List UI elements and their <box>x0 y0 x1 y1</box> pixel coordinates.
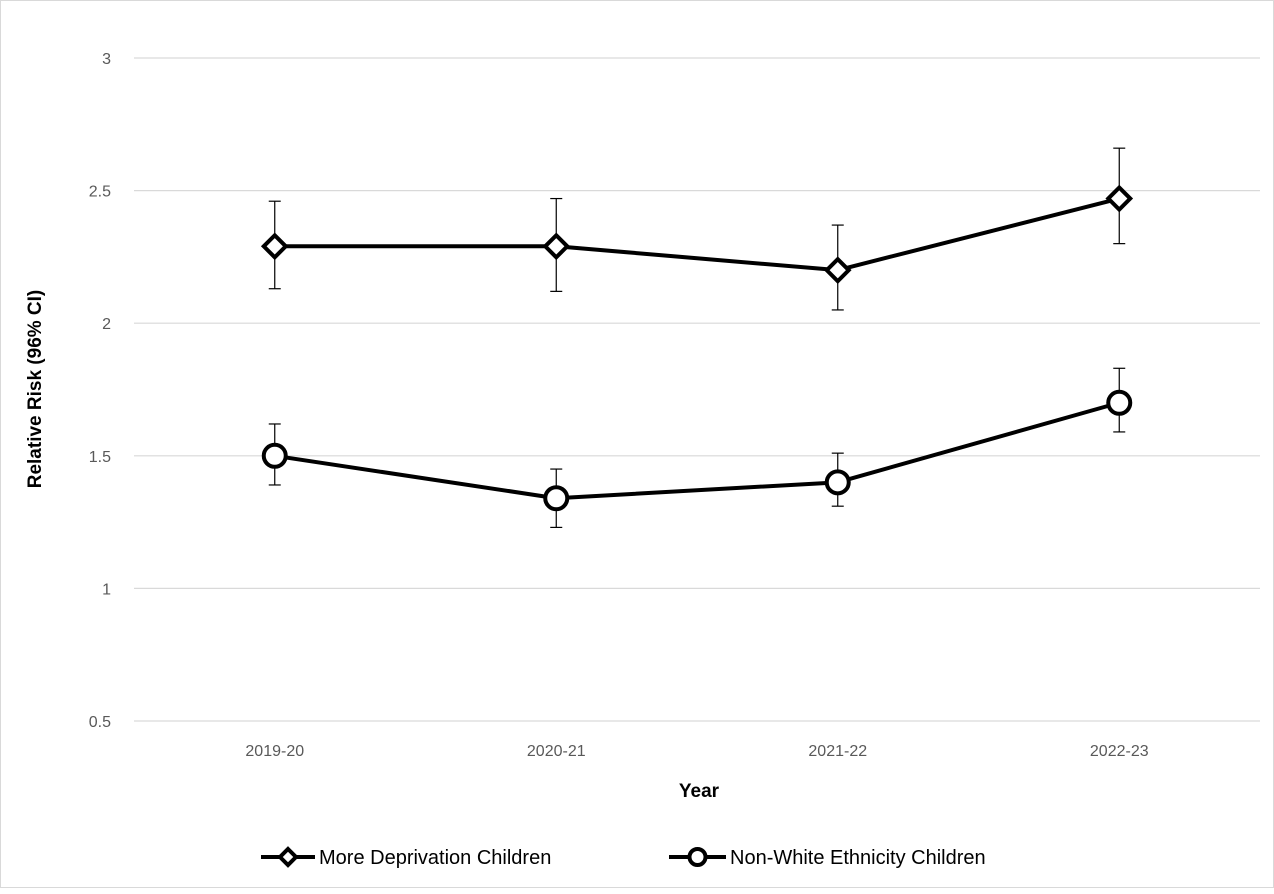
error-bars <box>268 147 1126 529</box>
series-2-point <box>824 469 851 496</box>
series-1-point <box>542 232 571 261</box>
series-lines <box>274 196 1120 501</box>
legend: More Deprivation Children Non-White Ethni… <box>261 846 986 869</box>
x-tick-label: 2022-23 <box>1090 743 1149 760</box>
series-1-point <box>823 256 852 284</box>
series-2-point <box>1106 389 1133 416</box>
gridlines <box>134 57 1260 722</box>
legend-label: Non-White Ethnicity Children <box>730 847 986 869</box>
legend-circle-marker <box>687 847 708 867</box>
legend-item-2: Non-White Ethnicity Children <box>669 847 986 869</box>
series-2-point <box>543 485 570 512</box>
x-tick-label: 2021-22 <box>808 743 867 760</box>
series-1-line <box>274 196 1120 273</box>
y-tick-labels: 0.5 1 1.5 2 2.5 3 <box>89 51 111 731</box>
x-axis-title: Year <box>679 781 720 802</box>
legend-item-1: More Deprivation Children <box>261 846 551 869</box>
y-axis-title: Relative Risk (96% CI) <box>25 290 46 489</box>
y-tick-label: 1 <box>102 581 111 598</box>
series-1-point <box>260 232 289 261</box>
series-1-point <box>1105 184 1134 213</box>
series-2-point <box>261 442 288 469</box>
y-tick-label: 2 <box>102 316 111 333</box>
data-markers <box>260 184 1134 512</box>
x-tick-label: 2019-20 <box>245 743 304 760</box>
x-tick-labels: 2019-20 2020-21 2021-22 2022-23 <box>245 743 1148 760</box>
x-tick-label: 2020-21 <box>527 743 586 760</box>
y-tick-label: 1.5 <box>89 449 111 466</box>
series-2-line <box>274 400 1120 501</box>
legend-diamond-marker <box>277 846 299 868</box>
legend-label: More Deprivation Children <box>319 847 551 869</box>
y-tick-label: 3 <box>102 51 111 68</box>
y-tick-label: 0.5 <box>89 714 111 731</box>
y-tick-label: 2.5 <box>89 184 111 201</box>
